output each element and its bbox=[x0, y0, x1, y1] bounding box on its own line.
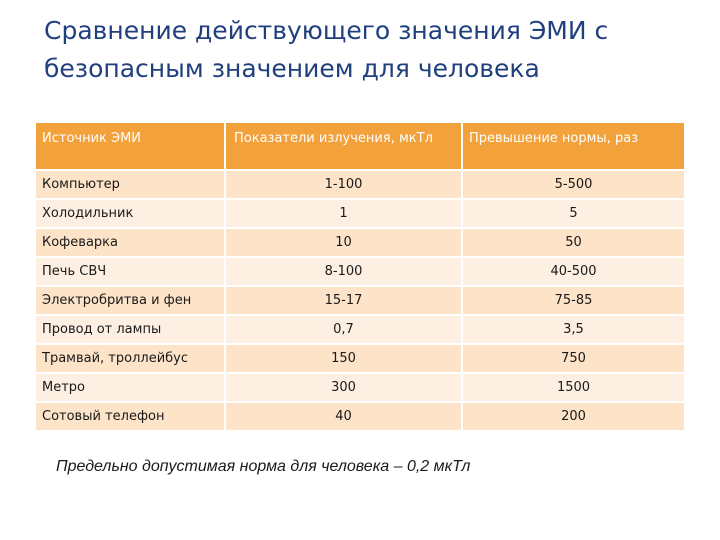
emission-cell: 15-17 bbox=[226, 287, 463, 316]
excess-cell: 3,5 bbox=[463, 316, 684, 345]
emission-cell: 0,7 bbox=[226, 316, 463, 345]
source-cell: Метро bbox=[36, 374, 226, 403]
header-emission: Показатели излучения, мкТл bbox=[226, 123, 463, 171]
norm-footnote: Предельно допустимая норма для человека … bbox=[56, 458, 471, 475]
slide-title: Сравнение действующего значения ЭМИ с бе… bbox=[44, 12, 684, 88]
source-cell: Холодильник bbox=[36, 200, 226, 229]
table-row: Холодильник 1 5 bbox=[36, 200, 684, 229]
emission-cell: 10 bbox=[226, 229, 463, 258]
source-cell: Печь СВЧ bbox=[36, 258, 226, 287]
excess-cell: 5 bbox=[463, 200, 684, 229]
emission-cell: 1-100 bbox=[226, 171, 463, 200]
emission-cell: 150 bbox=[226, 345, 463, 374]
table-row: Печь СВЧ 8-100 40-500 bbox=[36, 258, 684, 287]
table-row: Электробритва и фен 15-17 75-85 bbox=[36, 287, 684, 316]
emission-cell: 8-100 bbox=[226, 258, 463, 287]
excess-cell: 1500 bbox=[463, 374, 684, 403]
source-cell: Компьютер bbox=[36, 171, 226, 200]
source-cell: Электробритва и фен bbox=[36, 287, 226, 316]
source-cell: Провод от лампы bbox=[36, 316, 226, 345]
slide-title-line-2: безопасным значением для человека bbox=[44, 54, 540, 83]
table-row: Провод от лампы 0,7 3,5 bbox=[36, 316, 684, 345]
slide-title-line-1: Сравнение действующего значения ЭМИ с bbox=[44, 16, 609, 45]
table-row: Метро 300 1500 bbox=[36, 374, 684, 403]
excess-cell: 40-500 bbox=[463, 258, 684, 287]
source-cell: Кофеварка bbox=[36, 229, 226, 258]
table-row: Сотовый телефон 40 200 bbox=[36, 403, 684, 432]
excess-cell: 75-85 bbox=[463, 287, 684, 316]
source-cell: Сотовый телефон bbox=[36, 403, 226, 432]
table-row: Кофеварка 10 50 bbox=[36, 229, 684, 258]
emission-cell: 1 bbox=[226, 200, 463, 229]
excess-cell: 200 bbox=[463, 403, 684, 432]
header-source: Источник ЭМИ bbox=[36, 123, 226, 171]
excess-cell: 5-500 bbox=[463, 171, 684, 200]
emi-comparison-table: Источник ЭМИ Показатели излучения, мкТл … bbox=[36, 123, 684, 432]
table-header-row: Источник ЭМИ Показатели излучения, мкТл … bbox=[36, 123, 684, 171]
excess-cell: 750 bbox=[463, 345, 684, 374]
emission-cell: 300 bbox=[226, 374, 463, 403]
table-row: Компьютер 1-100 5-500 bbox=[36, 171, 684, 200]
excess-cell: 50 bbox=[463, 229, 684, 258]
header-excess: Превышение нормы, раз bbox=[463, 123, 684, 171]
source-cell: Трамвай, троллейбус bbox=[36, 345, 226, 374]
table-row: Трамвай, троллейбус 150 750 bbox=[36, 345, 684, 374]
emission-cell: 40 bbox=[226, 403, 463, 432]
